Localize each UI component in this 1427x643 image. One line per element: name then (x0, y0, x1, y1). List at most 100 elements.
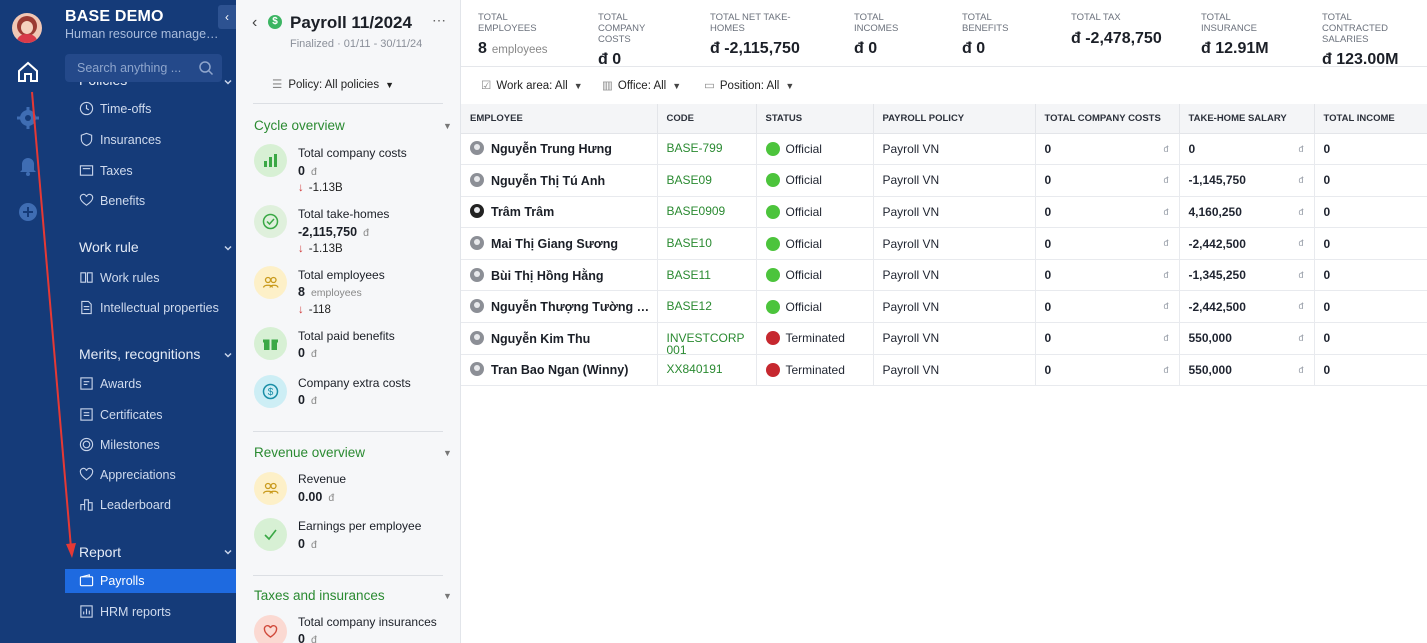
collapse-caret-icon[interactable]: ▼ (443, 448, 452, 458)
income-cell: 0 (1314, 133, 1427, 166)
sidebar-item-appreciations[interactable]: Appreciations (65, 463, 236, 487)
status-cell: Official (756, 164, 874, 197)
avatar (470, 204, 484, 219)
revenue-overview-title[interactable]: Revenue overview (254, 445, 366, 460)
collapse-caret-icon[interactable]: ▼ (443, 591, 452, 601)
status-badge: Terminated (785, 331, 845, 346)
column-header-take-home-salary[interactable]: TAKE-HOME SALARY (1179, 104, 1315, 134)
employee-cell[interactable]: Mai Thị Giang Sương (461, 227, 658, 260)
sidebar-item-certificates[interactable]: Certificates (65, 403, 236, 427)
sidebar-item-awards[interactable]: Awards (65, 372, 236, 396)
sidebar-item-time-offs[interactable]: Time-offs (65, 97, 236, 121)
column-header-code[interactable]: CODE (657, 104, 757, 134)
checkbox-icon: ☑ (481, 80, 492, 92)
table-row[interactable]: Nguyễn Kim Thu INVESTCORP001 Terminated Pay… (461, 322, 1427, 355)
column-header-status[interactable]: STATUS (756, 104, 874, 134)
status-dot-icon (765, 236, 780, 251)
collapse-caret-icon[interactable]: ▼ (443, 121, 452, 131)
chevron-down-icon[interactable] (222, 546, 234, 558)
search-input[interactable] (65, 54, 195, 82)
sidebar-item-label: Certificates (100, 408, 163, 422)
bell-icon[interactable] (16, 153, 40, 177)
employee-name: Nguyễn Trung Hưng (491, 142, 612, 157)
search-box[interactable] (65, 54, 222, 82)
employee-cell[interactable]: Trâm Trâm (461, 196, 658, 229)
table-row[interactable]: Tran Bao Ngan (Winny) XX840191 Terminated P… (461, 354, 1427, 387)
income-cell: 0 (1314, 259, 1427, 292)
sidebar-item-intellectual-properties[interactable]: Intellectual properties (65, 296, 236, 320)
position-filter[interactable]: ▭ Position: All ▼ (704, 78, 794, 92)
code-cell[interactable]: BASE11 (657, 259, 757, 292)
more-options-icon[interactable]: ⋯ (432, 12, 447, 28)
sidebar-item-work-rules[interactable]: Work rules (65, 266, 236, 290)
employee-cell[interactable]: Nguyễn Thị Tú Anh (461, 164, 658, 197)
office-filter[interactable]: ▥ Office: All ▼ (602, 78, 681, 92)
column-header-total-company-costs[interactable]: TOTAL COMPANY COSTS (1035, 104, 1180, 134)
chevron-down-icon[interactable] (222, 349, 234, 361)
sidebar-item-label: Milestones (100, 438, 160, 452)
employee-cell[interactable]: Bùi Thị Hồng Hằng (461, 259, 658, 292)
table-row[interactable]: Bùi Thị Hồng Hằng BASE11 Official Payroll V… (461, 259, 1427, 292)
sidebar-item-payrolls[interactable]: Payrolls (65, 569, 236, 593)
cycle-overview-title[interactable]: Cycle overview (254, 118, 345, 133)
group-title-merits[interactable]: Merits, recognitions (79, 346, 201, 362)
table-row[interactable]: Nguyễn Thượng Tường Mi... BASE12 Official P… (461, 290, 1427, 324)
sidebar-item-milestones[interactable]: Milestones (65, 433, 236, 457)
group-title-work-rule[interactable]: Work rule (79, 239, 139, 255)
currency-symbol: đ (1163, 364, 1169, 375)
sidebar-item-taxes[interactable]: Taxes (65, 159, 236, 183)
users-icon (254, 266, 287, 299)
user-avatar[interactable] (12, 13, 42, 43)
employee-cell[interactable]: Nguyễn Thượng Tường Mi... (461, 290, 658, 324)
group-title-report[interactable]: Report (79, 544, 122, 560)
gear-icon[interactable] (16, 106, 40, 130)
policy-filter[interactable]: ☰ Policy: All policies ▼ (272, 77, 394, 91)
tax-icon (79, 165, 94, 176)
taxes-insurances-title[interactable]: Taxes and insurances (254, 588, 385, 603)
sidebar-item-label: Intellectual properties (100, 301, 219, 315)
code-cell[interactable]: XX840191 (657, 354, 757, 387)
table-row[interactable]: Mai Thị Giang Sương BASE10 Official Payroll… (461, 227, 1427, 260)
table-row[interactable]: Trâm Trâm BASE0909 Official Payroll VN 0 đ 4,1… (461, 196, 1427, 229)
back-arrow-icon[interactable]: ‹ (252, 14, 258, 31)
sidebar-item-label: Benefits (100, 194, 146, 208)
employee-cell[interactable]: Nguyễn Kim Thu (461, 322, 658, 355)
svg-text:$: $ (268, 387, 274, 398)
employee-code: BASE11 (666, 267, 711, 282)
leaderboard-icon (80, 499, 93, 511)
sidebar-item-leaderboard[interactable]: Leaderboard (65, 493, 236, 517)
search-icon[interactable] (198, 60, 214, 76)
payroll-policy: Payroll VN (882, 204, 940, 219)
currency-symbol: đ (1298, 364, 1304, 375)
sidebar-item-hrm-reports[interactable]: HRM reports (65, 600, 236, 624)
employee-cell[interactable]: Nguyễn Trung Hưng (461, 133, 658, 166)
employee-cell[interactable]: Tran Bao Ngan (Winny) (461, 354, 658, 387)
work-area-filter[interactable]: ☑ Work area: All ▼ (481, 78, 583, 92)
code-cell[interactable]: INVESTCORP001 (657, 322, 757, 355)
target-icon (79, 437, 94, 452)
table-row[interactable]: Nguyễn Trung Hưng BASE-799 Official Payroll… (461, 133, 1427, 166)
sidebar-item-benefits[interactable]: Benefits (65, 189, 236, 213)
home-icon[interactable] (16, 60, 40, 84)
column-header-employee[interactable]: EMPLOYEE (461, 104, 658, 134)
take-home-value: -2,442,500 (1188, 236, 1246, 251)
code-cell[interactable]: BASE-799 (657, 133, 757, 166)
kpi-label: COSTS (598, 34, 631, 45)
chevron-down-icon[interactable] (222, 76, 234, 88)
column-header-total-income[interactable]: TOTAL INCOME (1314, 104, 1427, 134)
currency-symbol: đ (1298, 175, 1304, 186)
table-row[interactable]: Nguyễn Thị Tú Anh BASE09 Official Payroll V… (461, 164, 1427, 197)
wallet-icon (79, 574, 94, 587)
chevron-down-icon[interactable] (222, 242, 234, 254)
sidebar-item-label: Work rules (100, 271, 160, 285)
column-header-payroll-policy[interactable]: PAYROLL POLICY (873, 104, 1036, 134)
code-cell[interactable]: BASE09 (657, 164, 757, 197)
collapse-sidebar-button[interactable]: ‹ (218, 5, 236, 29)
add-circle-icon[interactable] (16, 200, 40, 224)
sidebar-item-insurances[interactable]: Insurances (65, 128, 236, 152)
code-cell[interactable]: BASE12 (657, 290, 757, 324)
code-cell[interactable]: BASE0909 (657, 196, 757, 229)
status-dot-icon (765, 173, 780, 188)
code-cell[interactable]: BASE10 (657, 227, 757, 260)
